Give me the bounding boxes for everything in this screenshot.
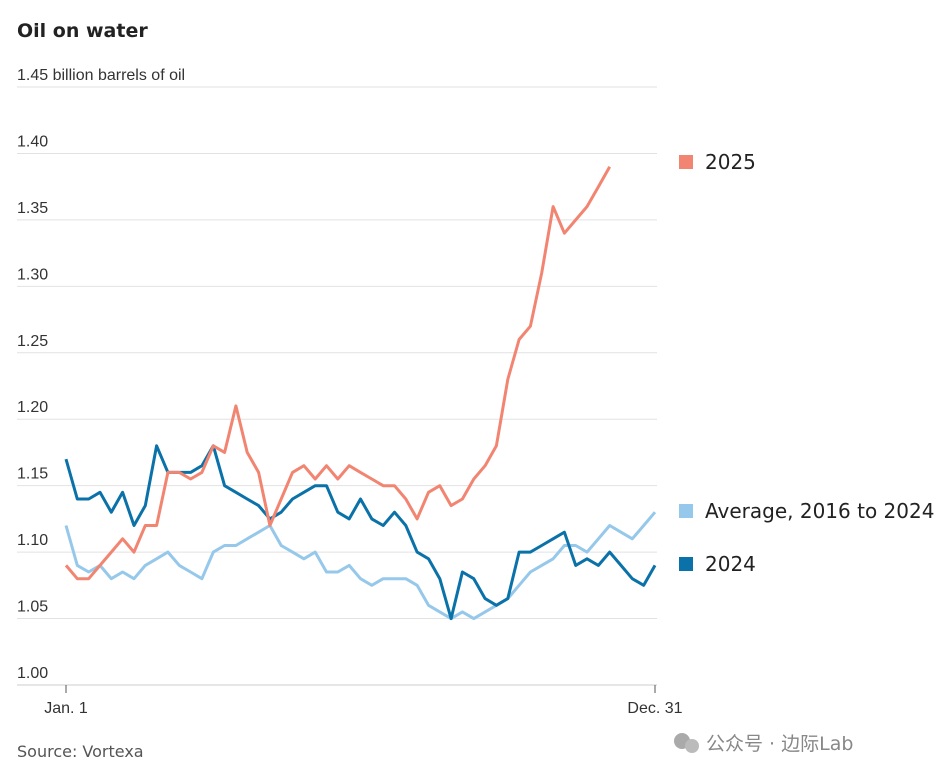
legend-label: Average, 2016 to 2024 [705, 499, 934, 523]
y-tick-label: 1.40 [17, 133, 48, 150]
y-tick-label: 1.45 billion barrels of oil [17, 67, 185, 84]
y-tick-label: 1.35 [17, 200, 48, 217]
chart-title: Oil on water [17, 20, 148, 42]
y-tick-label: 1.25 [17, 333, 48, 350]
watermark-text: 公众号 · 边际Lab [706, 733, 853, 755]
y-tick-label: 1.15 [17, 466, 48, 483]
source-note: Source: Vortexa [17, 742, 144, 761]
x-tick-label: Jan. 1 [44, 700, 88, 717]
legend-swatch [679, 155, 693, 169]
series-line-2024 [64, 444, 657, 621]
watermark-icon [685, 739, 699, 753]
y-tick-label: 1.30 [17, 266, 48, 283]
y-tick-label: 1.05 [17, 599, 48, 616]
legend-label: 2025 [705, 150, 756, 174]
y-tick-label: 1.20 [17, 399, 48, 416]
x-tick-label: Dec. 31 [627, 700, 682, 717]
legend-label: 2024 [705, 552, 756, 576]
y-tick-label: 1.00 [17, 665, 48, 682]
series-line-average-2016-to-2024 [64, 511, 657, 621]
watermark: 公众号 · 边际Lab [674, 733, 853, 755]
series-line-2025 [64, 165, 612, 581]
y-tick-label: 1.10 [17, 532, 48, 549]
legend-swatch [679, 557, 693, 571]
legend-swatch [679, 504, 693, 518]
